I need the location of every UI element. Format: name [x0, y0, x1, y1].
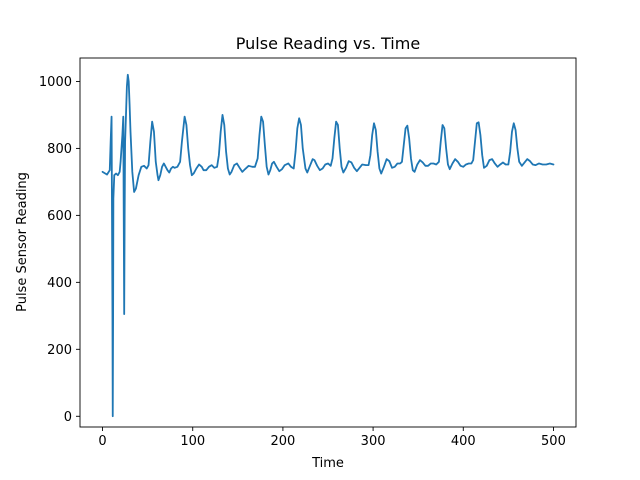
x-tick-label: 300: [361, 434, 386, 449]
y-tick-label: 200: [47, 343, 72, 358]
y-axis-ticks: 0 200 400 600 800 1000: [39, 75, 80, 425]
x-tick-label: 400: [451, 434, 476, 449]
x-tick-label: 500: [541, 434, 566, 449]
series-line-pulse: [101, 73, 555, 418]
x-tick-label: 100: [180, 434, 205, 449]
x-axis-label: Time: [311, 456, 344, 471]
x-axis-ticks: 0 100 200 300 400 500: [98, 427, 566, 449]
axes-frame: [79, 57, 577, 428]
chart-title: Pulse Reading vs. Time: [236, 34, 420, 53]
plot-area: [79, 57, 577, 428]
y-tick-label: 800: [47, 142, 72, 157]
y-tick-label: 0: [64, 410, 72, 425]
y-tick-label: 600: [47, 209, 72, 224]
x-tick-label: 200: [270, 434, 295, 449]
y-axis-label: Pulse Sensor Reading: [15, 172, 30, 312]
x-tick-label: 0: [98, 434, 106, 449]
y-tick-label: 1000: [39, 75, 72, 90]
y-tick-label: 400: [47, 276, 72, 291]
